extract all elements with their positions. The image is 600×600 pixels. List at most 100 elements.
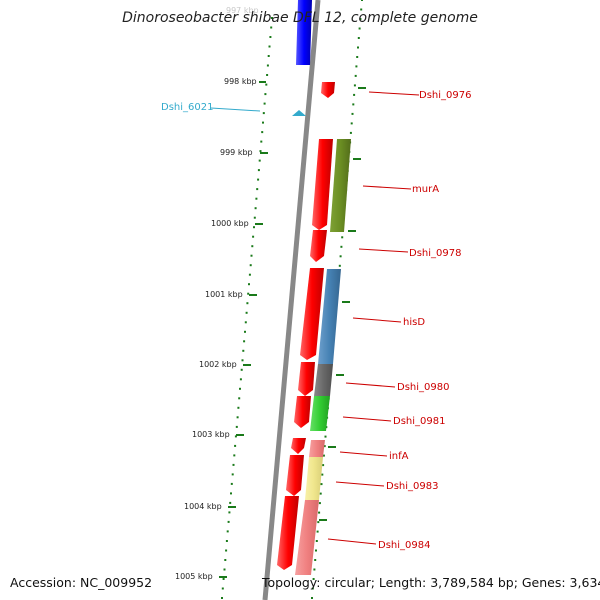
track-dot — [318, 511, 321, 514]
track-dot — [315, 549, 317, 552]
track-dot — [253, 216, 256, 219]
track-dot — [320, 483, 323, 486]
track-dot — [358, 27, 361, 30]
label-infa[interactable]: infA — [389, 451, 409, 462]
feature-fwd-c[interactable] — [298, 362, 315, 396]
track-dot — [264, 93, 267, 96]
label-hisd[interactable]: hisD — [403, 317, 425, 328]
track-dot — [230, 492, 232, 495]
track-dot — [221, 587, 224, 590]
track-dot — [245, 311, 248, 314]
track-dot — [353, 93, 356, 96]
track-dot — [312, 578, 315, 580]
tick-label-1001: 1001 kbp — [205, 290, 243, 299]
track-dot — [257, 169, 260, 172]
track-dot — [244, 321, 247, 324]
track-dot — [230, 482, 233, 485]
track-dot — [237, 406, 240, 409]
track-dot — [242, 349, 245, 352]
track-dot — [339, 255, 342, 258]
track-dot — [249, 264, 252, 267]
track-dot — [353, 84, 356, 87]
feature-dshi-0984[interactable] — [295, 500, 319, 575]
feature-dshi-6021-arrow[interactable] — [292, 110, 306, 116]
track-dot — [252, 235, 255, 238]
track-dot — [239, 387, 241, 390]
genome-title: Dinoroseobacter shibae DFL 12, complete … — [122, 10, 478, 26]
track-dot — [255, 197, 258, 200]
scale-ticks: 997 kbp 998 kbp 999 kbp 1000 kbp 1001 kb… — [175, 6, 268, 581]
feature-mura[interactable] — [330, 139, 351, 232]
forward-strand-features — [277, 0, 335, 570]
track-dot — [313, 568, 316, 571]
track-dot — [261, 131, 264, 134]
track-dot — [226, 530, 229, 533]
track-dot — [228, 511, 231, 514]
tick-label-1003: 1003 kbp — [192, 430, 230, 439]
label-dshi-0980[interactable]: Dshi_0980 — [397, 382, 449, 393]
topology-text: Topology: circular; Length: 3,789,584 bp… — [262, 575, 600, 590]
track-dot — [238, 397, 241, 400]
track-dot — [262, 121, 264, 124]
track-dot — [239, 378, 242, 381]
feature-fwd-g[interactable] — [277, 496, 299, 570]
track-dot — [315, 540, 318, 542]
tick-label-1000: 1000 kbp — [211, 219, 249, 228]
feature-fwd-b[interactable] — [300, 268, 324, 360]
track-dot — [321, 473, 324, 476]
feature-dshi-0976[interactable] — [321, 82, 335, 98]
track-dot — [222, 578, 225, 580]
feature-labels: Dshi_0976 murA Dshi_0978 hisD Dshi_0980 … — [161, 90, 471, 551]
feature-dshi-0981[interactable] — [310, 396, 330, 431]
track-dot — [349, 131, 352, 134]
track-dot — [257, 178, 260, 181]
track-dot — [231, 473, 234, 476]
track-dot — [221, 597, 223, 599]
label-mura[interactable]: murA — [412, 184, 439, 195]
track-dot — [311, 597, 313, 599]
track-dot — [225, 540, 228, 542]
feature-fwd-e[interactable] — [291, 438, 306, 454]
track-dot — [248, 273, 251, 276]
track-dot — [224, 559, 227, 561]
track-dot — [250, 254, 253, 257]
track-dot — [323, 445, 326, 448]
track-dot — [265, 83, 268, 86]
label-dshi-0981[interactable]: Dshi_0981 — [393, 416, 445, 427]
track-dot — [244, 330, 246, 333]
label-dshi-0984[interactable]: Dshi_0984 — [378, 540, 430, 551]
track-dot — [266, 64, 269, 67]
track-dot — [322, 454, 325, 457]
track-dot — [319, 492, 322, 495]
feature-fwd-d[interactable] — [294, 396, 311, 428]
outer-track-ticks — [319, 87, 366, 521]
track-dot — [266, 74, 269, 76]
label-dshi-0983[interactable]: Dshi_0983 — [386, 481, 438, 492]
track-dot — [355, 65, 358, 68]
label-dshi-6021[interactable]: Dshi_6021 — [161, 102, 213, 113]
track-dot — [248, 283, 250, 286]
track-dot — [254, 207, 257, 210]
track-dot — [270, 26, 273, 29]
label-dshi-0976[interactable]: Dshi_0976 — [419, 90, 471, 101]
track-dot — [236, 416, 239, 419]
feature-dshi-0978[interactable] — [310, 230, 327, 262]
track-dot — [229, 501, 232, 504]
genome-backbone — [262, 0, 321, 600]
track-dot — [253, 226, 255, 229]
feature-fwd-f[interactable] — [286, 455, 304, 496]
feature-infa[interactable] — [309, 440, 325, 457]
tick-label-1004: 1004 kbp — [184, 502, 222, 511]
track-dot — [268, 45, 271, 48]
feature-fwd-a[interactable] — [312, 139, 333, 230]
label-dshi-0978[interactable]: Dshi_0978 — [409, 248, 461, 259]
reverse-strand-features — [295, 139, 351, 575]
feature-hisd[interactable] — [318, 269, 341, 364]
tick-label-1005: 1005 kbp — [175, 572, 213, 581]
track-dot — [350, 122, 353, 125]
track-dot — [227, 520, 230, 523]
feature-dshi-0983[interactable] — [305, 457, 323, 500]
feature-dshi-0980[interactable] — [314, 364, 333, 396]
feature-blue[interactable] — [296, 0, 312, 65]
